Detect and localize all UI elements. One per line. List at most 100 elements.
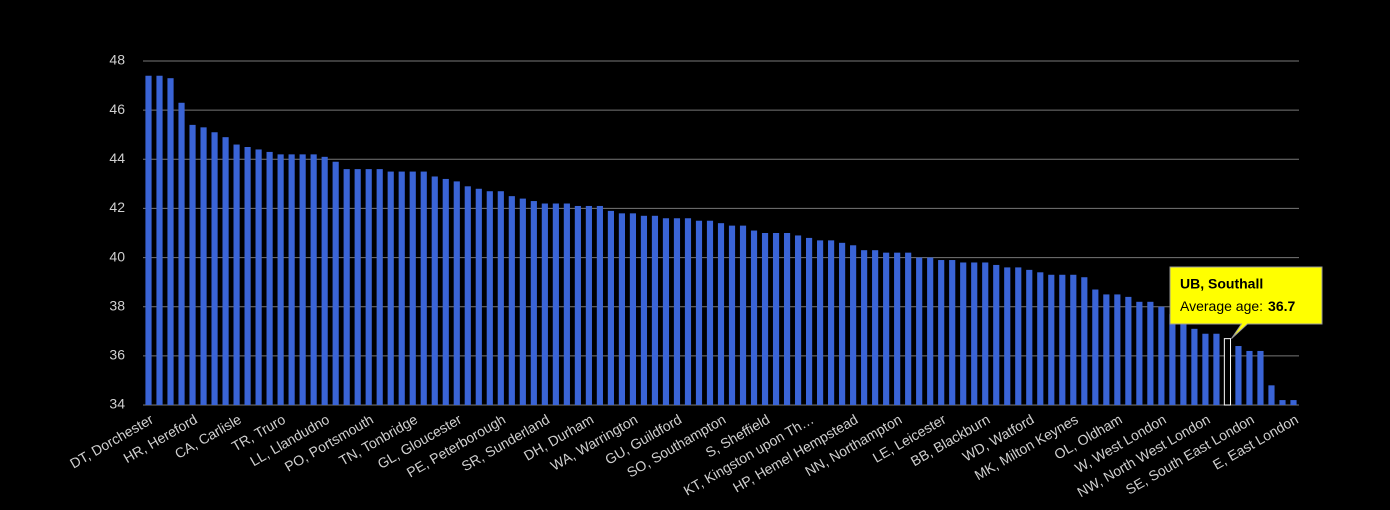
bar [475, 188, 482, 405]
tooltip-value: 36.7 [1268, 298, 1295, 314]
bar [1103, 294, 1110, 405]
bar [1125, 296, 1132, 405]
bar [850, 245, 857, 405]
bar [1158, 306, 1165, 405]
bar [960, 262, 967, 405]
y-tick-label: 40 [109, 248, 125, 264]
bar [684, 218, 692, 405]
tooltip-label: Average age: [1180, 298, 1263, 314]
tooltip-box [1169, 266, 1323, 340]
bar [1235, 346, 1242, 405]
bar [354, 169, 361, 405]
bar [398, 171, 405, 405]
bar [783, 233, 791, 405]
bar [1202, 333, 1209, 405]
bar [1180, 323, 1187, 405]
bar [1015, 267, 1022, 405]
bar [1246, 350, 1253, 405]
bar [618, 213, 625, 405]
bar [200, 127, 207, 405]
bar [376, 169, 383, 405]
bar [761, 233, 769, 405]
bar [420, 171, 427, 405]
bar [1059, 274, 1066, 405]
bar [1279, 400, 1286, 405]
bar [288, 154, 295, 405]
bar [255, 149, 262, 405]
bar [1026, 269, 1033, 405]
bar [453, 181, 460, 405]
bar [872, 250, 879, 405]
bar [222, 137, 229, 405]
bar [563, 203, 570, 405]
bar [662, 218, 670, 405]
bar [596, 205, 603, 405]
bar [321, 156, 328, 405]
bar [1114, 294, 1121, 405]
bar [717, 223, 725, 405]
bar [1268, 385, 1275, 405]
y-tick-label: 42 [109, 199, 125, 215]
bar [508, 196, 515, 405]
bar [464, 186, 471, 405]
bar [1223, 338, 1232, 406]
tooltip-title: UB, Southall [1180, 276, 1263, 292]
bar [673, 218, 681, 405]
bar [1191, 328, 1198, 405]
bar [1070, 274, 1077, 405]
tooltip: UB, Southall Average age: 36.7 [1169, 266, 1323, 340]
bar [233, 144, 240, 406]
bar [1257, 350, 1264, 405]
bar [530, 201, 537, 405]
bar [883, 252, 890, 405]
bar [167, 78, 174, 405]
bar [541, 203, 548, 405]
bar [927, 257, 934, 405]
tooltip-text: Average age: 36.7 [1180, 298, 1295, 314]
y-tick-label: 38 [109, 297, 125, 313]
bar [805, 237, 813, 405]
bar [728, 225, 736, 405]
bar [1213, 333, 1220, 405]
bar [828, 240, 835, 405]
bar [1081, 277, 1088, 405]
bar [442, 178, 449, 405]
y-tick-label: 36 [109, 347, 125, 363]
bar [244, 147, 251, 405]
bar [1092, 289, 1099, 405]
bar [629, 213, 637, 405]
y-tick-label: 48 [109, 52, 125, 68]
bar [409, 171, 416, 405]
bar [310, 154, 317, 405]
bar [794, 235, 802, 405]
y-tick-label: 44 [109, 150, 125, 166]
bar [607, 210, 614, 405]
bar [971, 262, 978, 405]
bar [189, 124, 196, 405]
bar [993, 264, 1000, 405]
bar [299, 154, 306, 405]
bar [211, 132, 218, 405]
bar [640, 215, 648, 405]
bar [861, 250, 868, 405]
bar [651, 215, 659, 405]
bar [277, 154, 284, 405]
bar [938, 260, 945, 405]
bar [145, 75, 152, 405]
bar [706, 220, 714, 405]
bar [387, 171, 394, 405]
bar [266, 151, 273, 405]
bar [905, 252, 912, 405]
bar [552, 203, 559, 405]
bar [1136, 301, 1143, 405]
bar [574, 205, 581, 405]
bar [178, 102, 185, 406]
bar [1048, 274, 1055, 405]
bar [982, 262, 989, 405]
bar [894, 252, 901, 405]
bar [486, 191, 493, 405]
bar [431, 176, 438, 405]
y-tick-label: 46 [109, 101, 125, 117]
bar [497, 191, 504, 405]
bar [519, 198, 526, 405]
